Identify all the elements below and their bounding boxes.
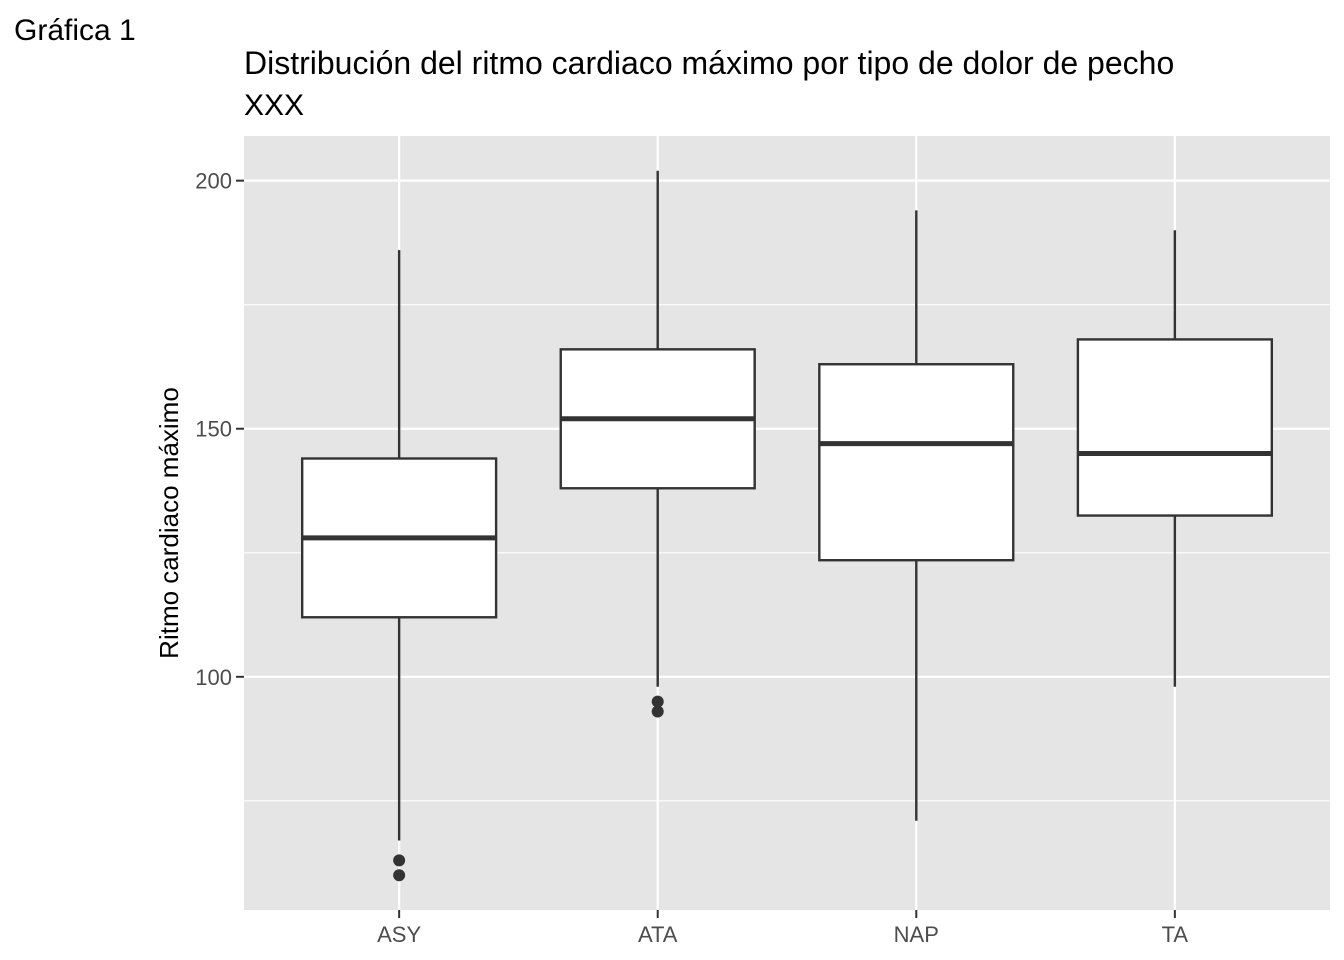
chart-title: Distribución del ritmo cardiaco máximo p… <box>244 45 1175 81</box>
outlier-point <box>393 869 406 882</box>
y-tick-label: 150 <box>195 417 232 442</box>
boxes-layer <box>300 170 1274 882</box>
x-tick-label: ATA <box>638 922 678 947</box>
box-iqr <box>1076 338 1274 517</box>
x-tick-label: ASY <box>377 922 421 947</box>
box-nap <box>818 210 1015 821</box>
box-asy <box>300 250 498 882</box>
y-tick-label: 200 <box>195 169 232 194</box>
box-ata <box>559 170 756 718</box>
figure-label: Gráfica 1 <box>14 14 136 47</box>
y-tick-label: 100 <box>195 665 232 690</box>
y-axis-title: Ritmo cardiaco máximo <box>154 387 184 659</box>
outlier-point <box>393 854 406 867</box>
x-axis: ASY ATA NAP TA <box>377 910 1188 947</box>
x-tick-label: NAP <box>894 922 939 947</box>
box-iqr <box>818 363 1015 562</box>
x-tick-label: TA <box>1162 922 1189 947</box>
box-ta <box>1076 230 1274 687</box>
outlier-point <box>651 705 664 718</box>
y-axis: 100 150 200 <box>195 169 244 690</box>
chart-subtitle: XXX <box>244 89 305 122</box>
outlier-point <box>651 695 664 708</box>
